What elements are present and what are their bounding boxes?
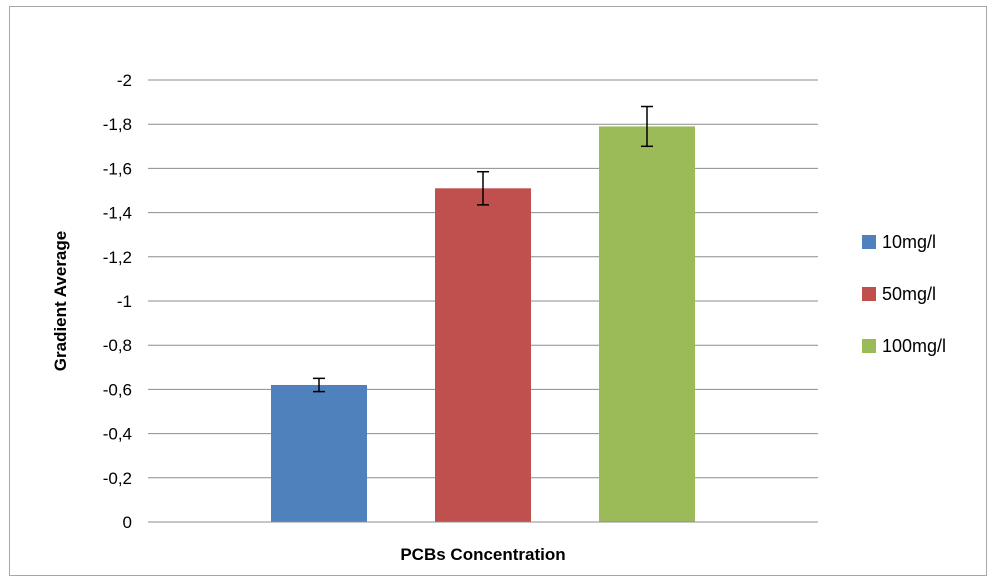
y-tick-label: -0,8 (103, 336, 132, 355)
legend-item: 50mg/l (862, 284, 936, 304)
legend-label: 100mg/l (882, 336, 946, 356)
gridlines (148, 79, 818, 479)
bar-100mg/l (599, 126, 695, 522)
legend-swatch (862, 339, 876, 353)
x-axis-title: PCBs Concentration (400, 545, 565, 564)
y-tick-label: -1,6 (103, 159, 132, 178)
legend: 10mg/l 50mg/l 100mg/l (862, 232, 946, 356)
legend-label: 50mg/l (882, 284, 936, 304)
bar-10mg/l (271, 384, 367, 522)
y-axis-title: Gradient Average (51, 231, 70, 371)
y-axis-ticks: 0 -0,2 -0,4 -0,6 -0,8 -1 -1,2 -1,4 -1,6 -1,8 -2 (103, 71, 132, 532)
y-tick-label: -0,6 (103, 380, 132, 399)
legend-swatch (862, 235, 876, 249)
y-tick-label: -0,2 (103, 469, 132, 488)
legend-label: 10mg/l (882, 232, 936, 252)
bars (271, 126, 695, 523)
y-tick-label: -1,4 (103, 204, 132, 223)
legend-swatch (862, 287, 876, 301)
error-bar (313, 377, 325, 393)
y-tick-label: -1,2 (103, 248, 132, 267)
y-tick-label: 0 (123, 513, 132, 532)
legend-item: 100mg/l (862, 336, 946, 356)
bar-50mg/l (435, 188, 531, 523)
error-bar (477, 170, 489, 206)
y-tick-label: -1,8 (103, 115, 132, 134)
legend-item: 10mg/l (862, 232, 936, 252)
error-bar (641, 105, 653, 148)
y-tick-label: -0,4 (103, 425, 132, 444)
error-bars (313, 105, 653, 393)
y-tick-label: -1 (117, 292, 132, 311)
y-tick-label: -2 (117, 71, 132, 90)
